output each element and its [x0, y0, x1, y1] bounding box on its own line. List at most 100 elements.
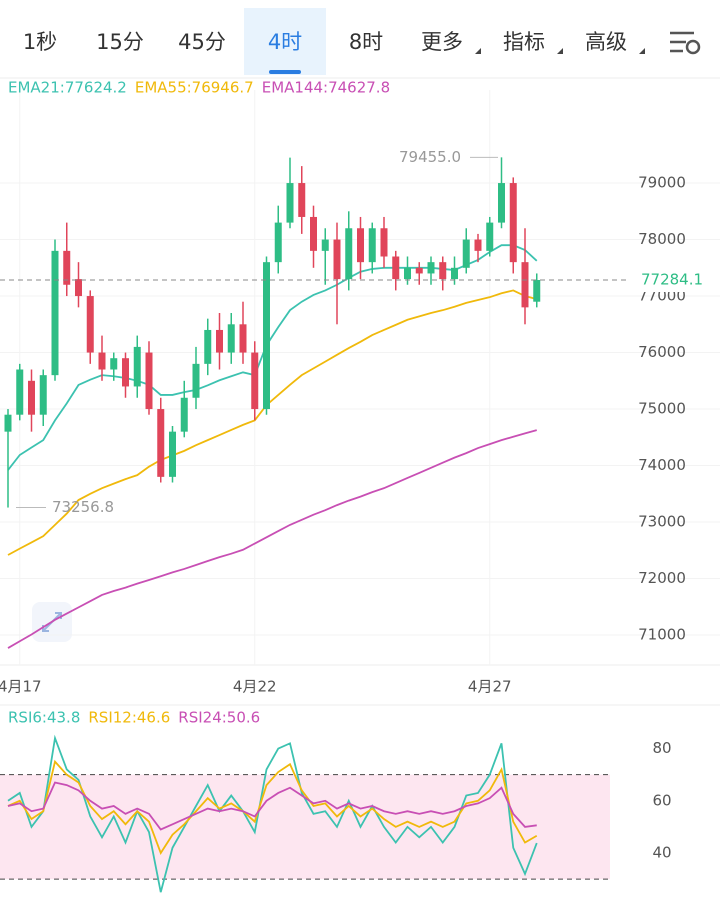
dropdown-arrow: [639, 48, 645, 54]
tab-underline: [269, 70, 301, 74]
candle-body: [216, 329, 223, 353]
y-tick-label: 80: [652, 739, 671, 757]
candle-body: [392, 256, 400, 280]
candle-body: [380, 228, 388, 257]
candle-body: [274, 222, 282, 263]
tab-label: 45分: [178, 30, 226, 54]
tab[interactable]: 4时: [244, 8, 326, 75]
tab[interactable]: 高级: [585, 30, 645, 54]
candle-body: [404, 267, 411, 280]
y-tick-label: 73000: [638, 513, 686, 531]
candle-body: [368, 228, 376, 263]
candle-body: [28, 380, 35, 415]
tab-label: 1秒: [23, 30, 57, 54]
series-line: [7, 781, 537, 831]
tab[interactable]: 更多: [421, 30, 481, 54]
series-line: [7, 244, 538, 471]
dropdown-arrow: [557, 48, 563, 54]
y-tick-label: 40: [652, 844, 671, 862]
candle-body: [286, 183, 294, 223]
candle-body: [86, 296, 94, 353]
candle-body: [498, 183, 505, 223]
candle-body: [4, 414, 12, 432]
y-tick-label: 78000: [638, 230, 686, 248]
series-line: [7, 429, 537, 649]
tab-label: 更多: [421, 30, 463, 54]
tab[interactable]: 15分: [96, 30, 144, 54]
candle-body: [157, 409, 165, 477]
candle-body: [39, 375, 47, 415]
tab-label: 高级: [585, 30, 627, 54]
series-line: [7, 734, 538, 893]
tab-label: 8时: [349, 30, 383, 54]
candle-body: [474, 239, 482, 251]
candle-body: [227, 324, 235, 353]
series-line: [7, 289, 537, 556]
candle-body: [263, 262, 270, 410]
y-tick-label: 76000: [638, 343, 686, 361]
candle-body: [122, 358, 129, 387]
band-fill: [0, 774, 610, 880]
x-tick-label: 4月17: [0, 678, 42, 696]
last-price-label: 77284.1: [641, 271, 703, 289]
candle-body: [486, 222, 494, 251]
candle-body: [110, 358, 118, 370]
candle-body: [239, 324, 247, 353]
candle-body: [16, 369, 24, 415]
candle-body: [251, 352, 259, 410]
candle-body: [169, 431, 176, 477]
candle-body: [145, 352, 153, 410]
legend-entry: EMA21:77624.2: [8, 79, 127, 97]
candle-body: [439, 262, 447, 280]
candle-body: [298, 183, 306, 217]
candle-body: [509, 183, 517, 263]
tab-highlight: [244, 8, 326, 75]
x-tick-label: 4月22: [233, 678, 277, 696]
candle-body: [345, 228, 353, 280]
candle-body: [133, 346, 141, 387]
candle-body: [427, 262, 435, 274]
tab[interactable]: 8时: [349, 30, 383, 54]
toolbar: 1秒 15分 45分 4时 8时 更多 指标 高级: [23, 8, 645, 75]
last-price-tag: [628, 268, 716, 293]
legend-entry: RSI12:46.6: [88, 709, 170, 727]
candle-body: [533, 280, 541, 302]
candle-body: [521, 262, 529, 308]
settings-icon[interactable]: [670, 31, 701, 55]
y-tick-label: 75000: [638, 400, 686, 418]
dropdown-arrow: [475, 48, 481, 54]
legend-entry: RSI24:50.6: [178, 709, 260, 727]
candle-body: [357, 228, 364, 263]
candle-body: [51, 250, 59, 376]
tab-label: 15分: [96, 30, 144, 54]
candle-body: [63, 250, 71, 285]
y-tick-label: 79000: [638, 174, 686, 192]
y-tick-label: 72000: [638, 569, 686, 587]
plot: 7100072000730007400075000760007700078000…: [0, 79, 720, 893]
y-tick-label: 74000: [638, 456, 686, 474]
tab[interactable]: 1秒: [23, 30, 57, 54]
tab[interactable]: 45分: [178, 30, 226, 54]
tab-label: 4时: [268, 30, 302, 54]
legend-entry: EMA55:76946.7: [135, 79, 254, 97]
candle-body: [204, 329, 212, 364]
candle-body: [333, 239, 341, 280]
tab[interactable]: 指标: [503, 30, 563, 54]
candle-body: [310, 216, 317, 251]
low-label: 73256.8: [52, 498, 114, 516]
high-label: 79455.0: [399, 148, 461, 166]
series-line: [7, 759, 538, 855]
candle-body: [415, 267, 423, 274]
candle-body: [451, 267, 458, 280]
legend-entry: RSI6:43.8: [8, 709, 80, 727]
candle-body: [75, 279, 82, 297]
y-tick-label: 71000: [638, 626, 686, 644]
candle-body: [180, 397, 188, 432]
y-tick-label: 60: [652, 791, 671, 809]
candle-body: [98, 352, 106, 370]
candle-body: [192, 363, 200, 398]
icon-gear: [685, 39, 701, 55]
legend-entry: EMA144:74627.8: [262, 79, 390, 97]
